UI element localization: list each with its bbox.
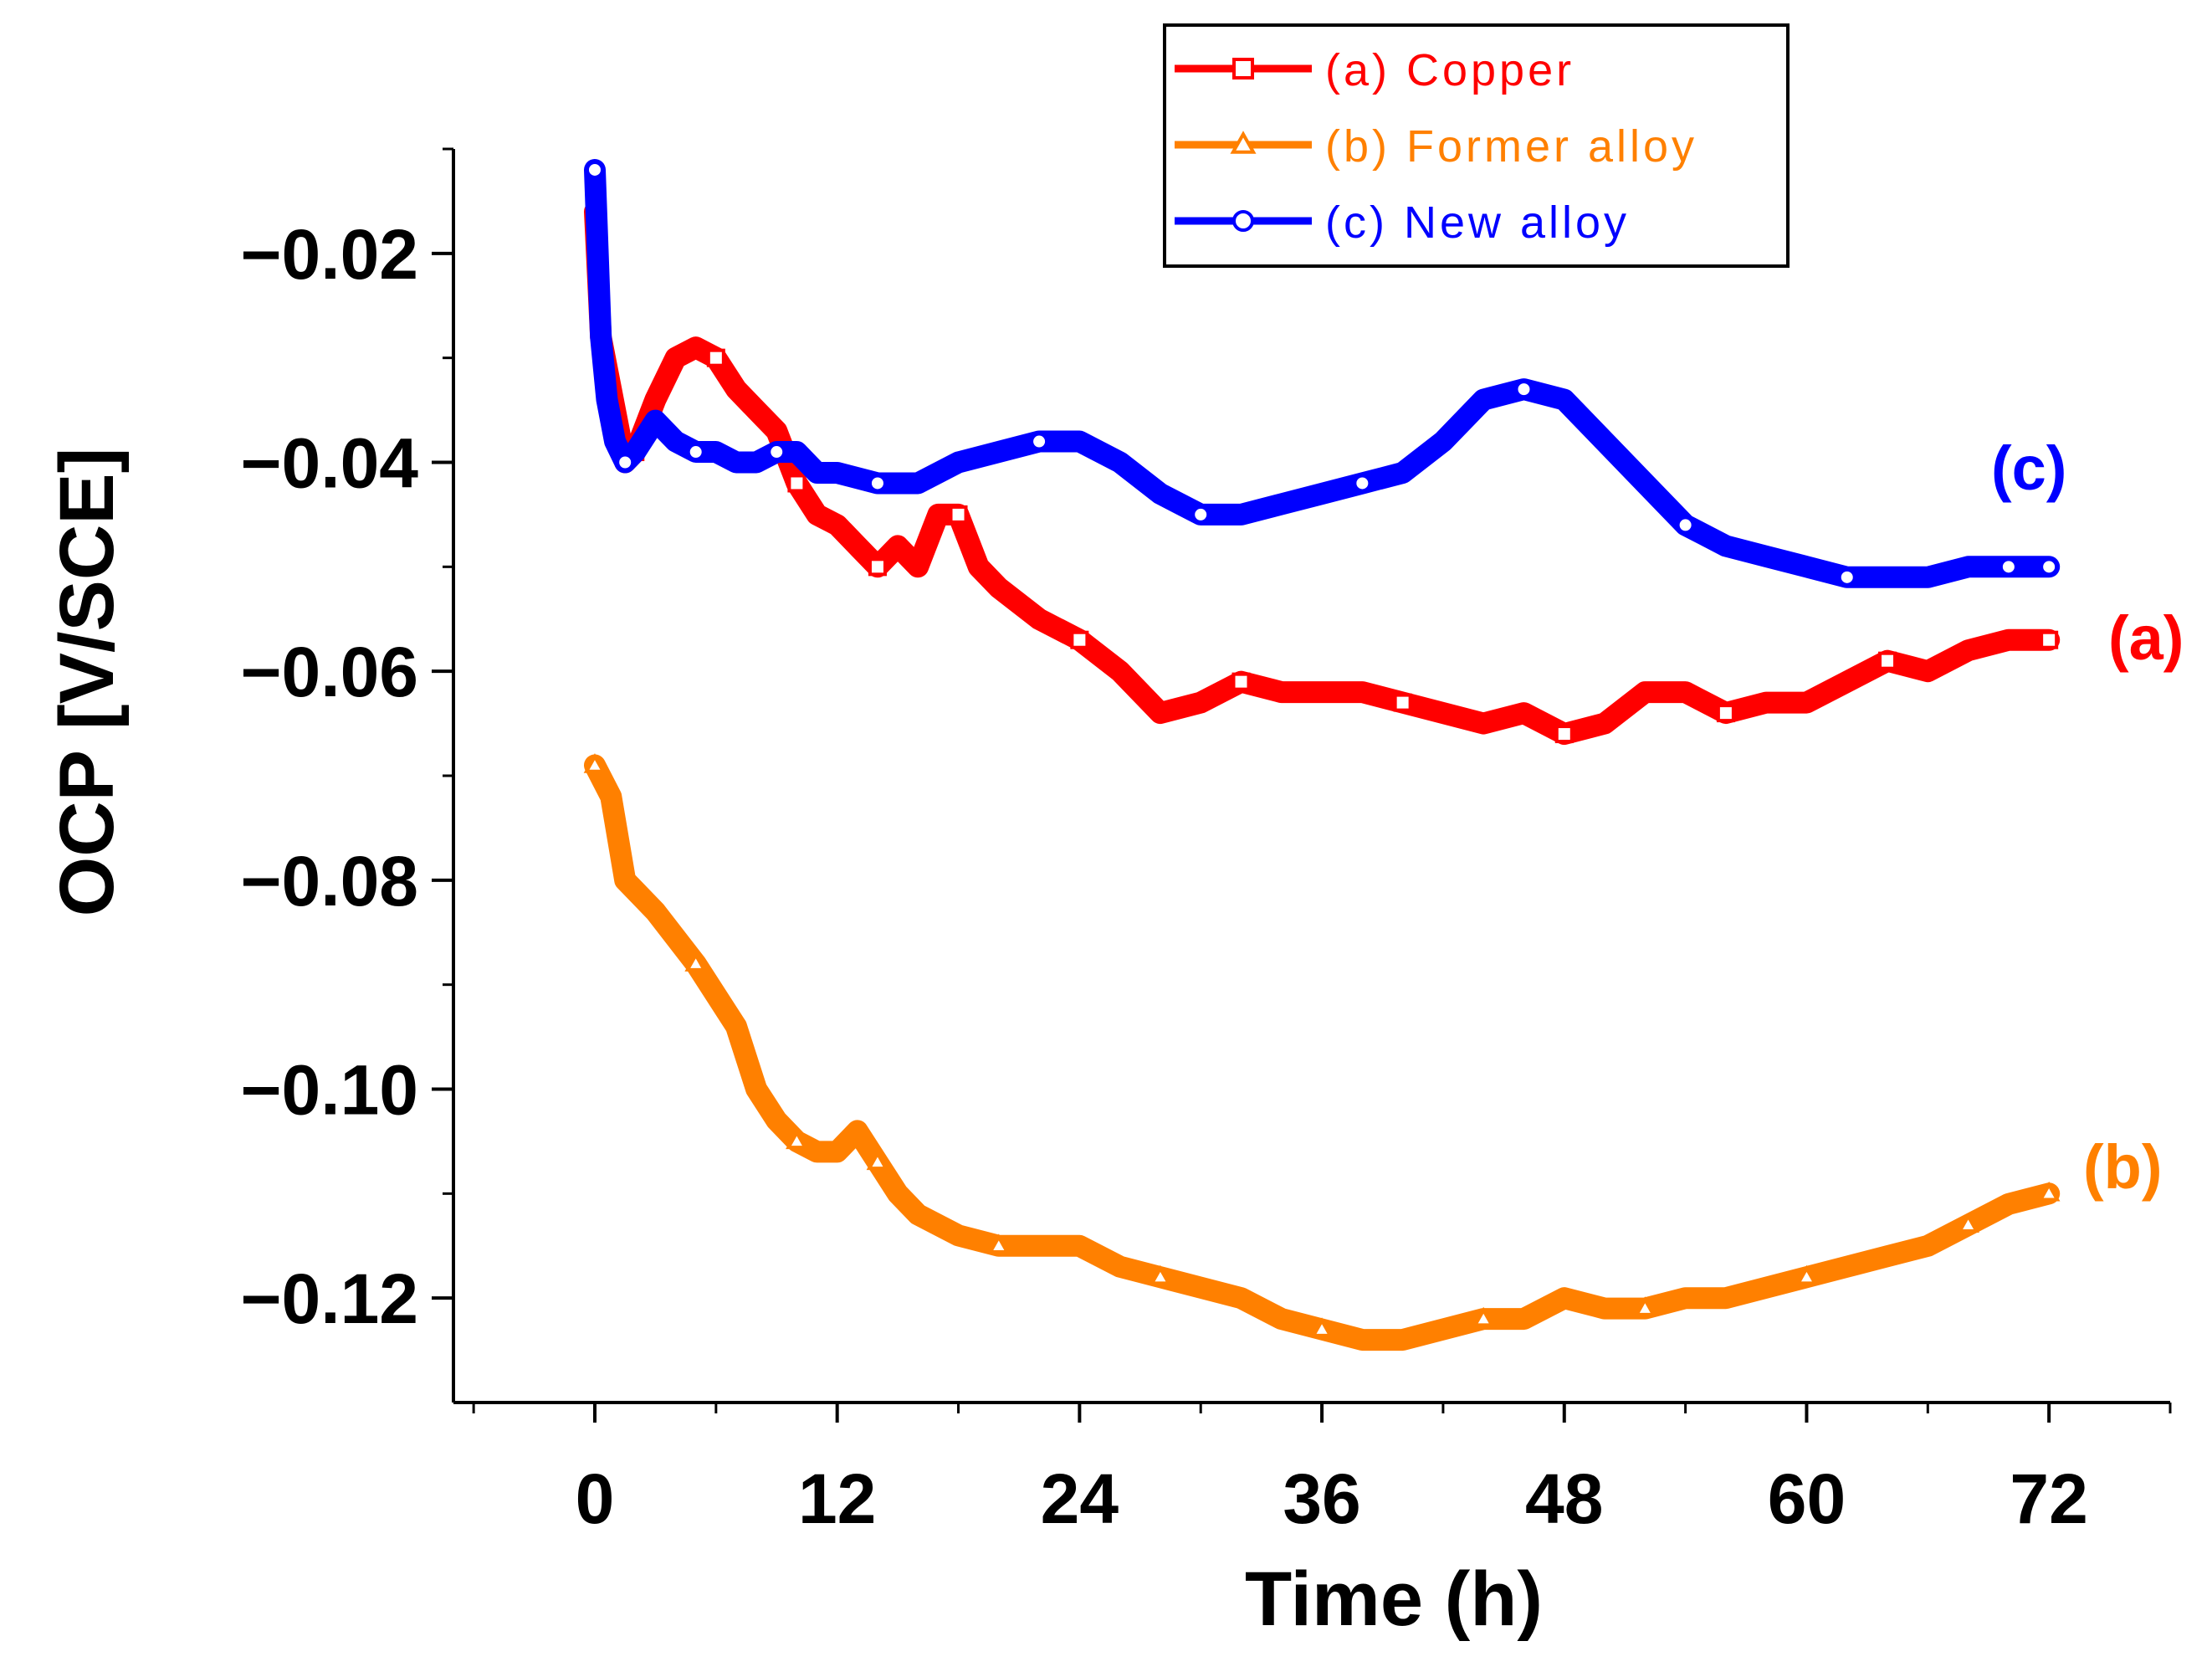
series-annotations: (a) (b) (c) — [1991, 433, 2184, 1202]
y-tick-label: −0.04 — [240, 424, 418, 503]
data-point-b — [866, 1150, 889, 1171]
legend: (a) Copper (b) Former alloy (c) New alloy — [1163, 23, 1790, 268]
x-tick-label: 24 — [1041, 1459, 1119, 1538]
legend-label-b: (b) Former alloy — [1325, 121, 1697, 172]
x-tick-label: 48 — [1525, 1459, 1603, 1538]
series-annotation-c: (c) — [1991, 433, 2066, 503]
data-point-b — [2037, 1181, 2061, 1202]
data-point-a — [1554, 725, 1574, 744]
data-point-a — [1716, 704, 1735, 723]
data-point-b — [1957, 1213, 1979, 1233]
y-tick-label: −0.06 — [240, 633, 418, 711]
data-point-c — [686, 443, 705, 462]
y-tick-label: −0.10 — [240, 1051, 418, 1130]
data-point-b — [1795, 1264, 1818, 1285]
y-axis-title: OCP [V/SCE] — [44, 448, 130, 917]
data-point-a — [1878, 651, 1897, 670]
x-axis-title: Time (h) — [1245, 1556, 1543, 1642]
data-point-b — [1634, 1296, 1656, 1316]
x-tick-label: 12 — [798, 1459, 876, 1538]
data-point-b — [684, 951, 708, 972]
x-tick-label: 60 — [1768, 1459, 1846, 1538]
data-point-a — [1393, 693, 1412, 712]
data-point-b — [987, 1233, 1011, 1254]
legend-marker-a — [1232, 58, 1254, 79]
data-point-c — [1837, 567, 1856, 587]
plot-area — [583, 159, 2061, 1351]
data-point-c — [1999, 557, 2018, 577]
series-line-c — [584, 159, 2061, 588]
data-point-b — [1472, 1306, 1495, 1327]
data-point-c — [585, 160, 604, 179]
data-point-a — [1231, 672, 1251, 691]
legend-marker-b — [1230, 131, 1257, 154]
x-tick-label: 0 — [576, 1459, 615, 1538]
data-point-c — [1353, 474, 1372, 493]
data-point-a — [787, 474, 806, 493]
data-point-c — [868, 474, 887, 493]
series-line-b — [584, 754, 2061, 1351]
legend-label-a: (a) Copper — [1325, 45, 1575, 95]
data-point-b — [1149, 1264, 1172, 1285]
data-point-a — [706, 348, 725, 367]
data-point-c — [616, 453, 635, 472]
data-point-a — [949, 505, 968, 524]
data-point-b — [583, 753, 607, 773]
x-tick-label: 36 — [1283, 1459, 1360, 1538]
data-point-a — [868, 557, 887, 577]
series-annotation-a: (a) — [2108, 603, 2184, 673]
data-point-c — [1030, 432, 1049, 451]
legend-label-c: (c) New alloy — [1325, 197, 1630, 248]
data-point-a — [1070, 630, 1089, 649]
data-point-c — [1514, 380, 1534, 399]
data-point-c — [1191, 505, 1211, 524]
data-point-c — [1676, 515, 1695, 535]
data-point-c — [767, 443, 786, 462]
data-point-b — [786, 1129, 808, 1150]
y-tick-label: −0.12 — [240, 1259, 418, 1338]
data-point-b — [1310, 1317, 1334, 1337]
legend-marker-c — [1232, 210, 1254, 232]
y-tick-label: −0.08 — [240, 842, 418, 921]
series-annotation-b: (b) — [2083, 1132, 2163, 1202]
data-point-c — [2040, 557, 2059, 577]
x-tick-label: 72 — [2010, 1459, 2087, 1538]
data-point-a — [2040, 630, 2059, 649]
y-tick-label: −0.02 — [240, 215, 418, 294]
axis-labels: Time (h) OCP [V/SCE] — [44, 448, 1543, 1642]
axes: 0 12 24 36 48 60 72 −0.02 −0.04 −0.06 −0.08 −0.10 −0… — [240, 147, 2172, 1538]
